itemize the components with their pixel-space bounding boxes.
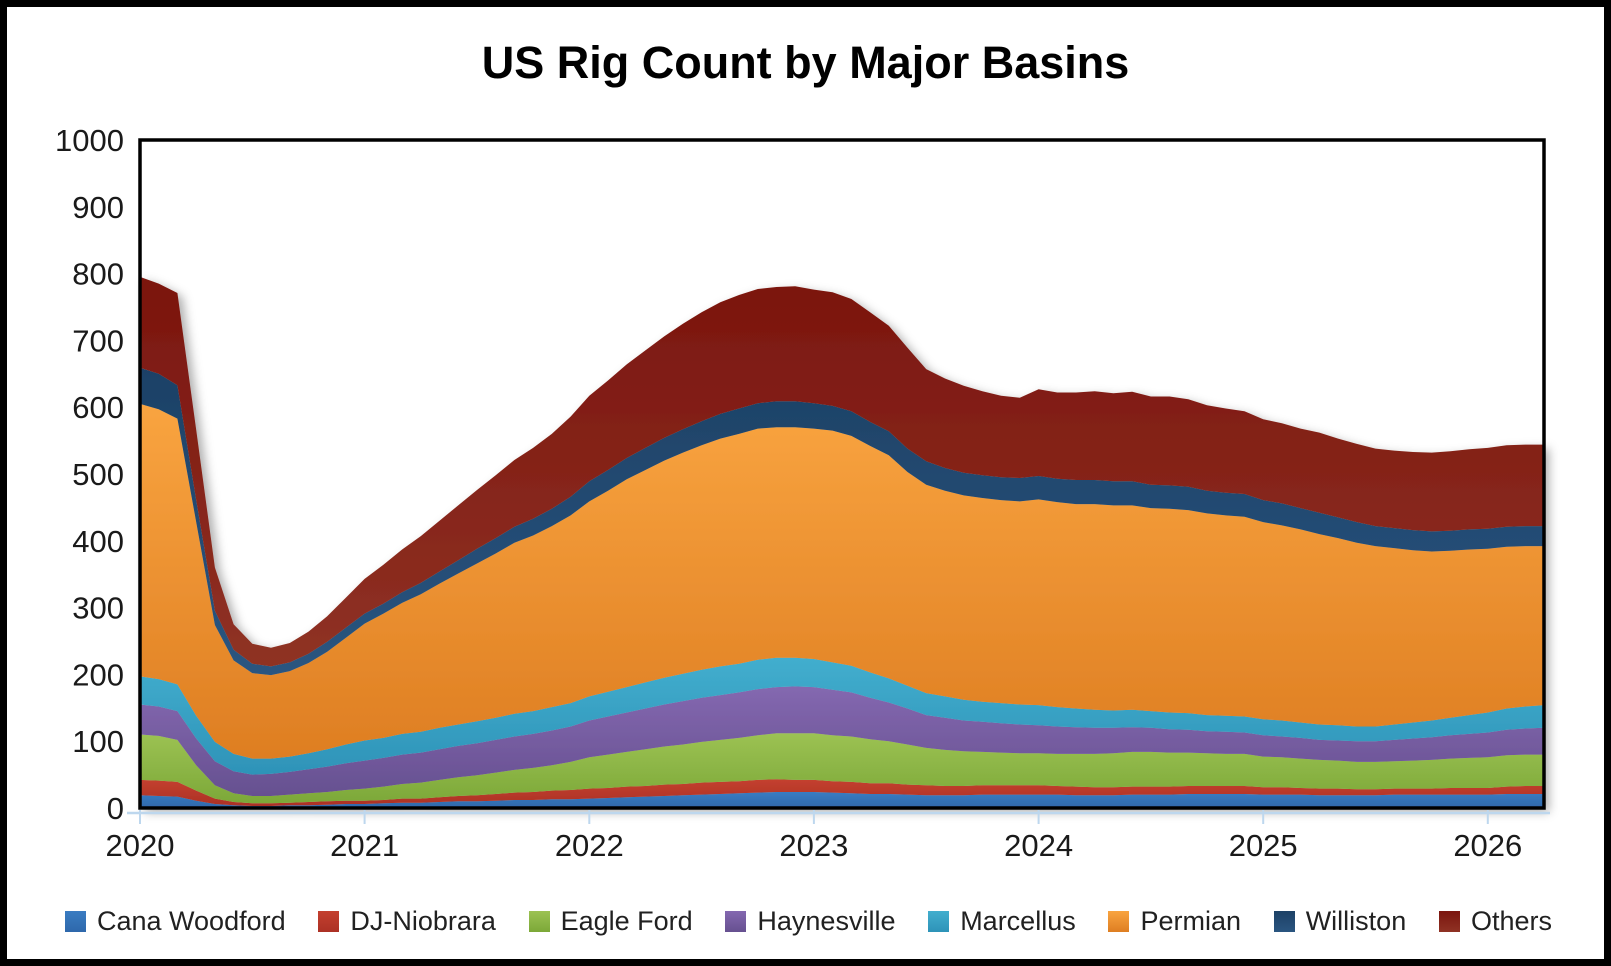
area-others [140, 276, 1544, 667]
y-tick-label: 300 [72, 591, 124, 626]
area-cana-woodford [140, 792, 1544, 808]
area-haynesville [140, 686, 1544, 796]
legend-label: Marcellus [960, 906, 1076, 936]
x-tick-label: 2025 [1229, 828, 1298, 863]
x-tick-label: 2023 [779, 828, 848, 863]
legend-label: Others [1470, 906, 1552, 936]
area-stack [140, 276, 1544, 808]
legend-swatch-eagle-ford [528, 911, 550, 932]
legend-swatch-cana-woodford [65, 911, 86, 932]
y-tick-label: 700 [72, 323, 124, 358]
legend-label: Haynesville [757, 906, 896, 936]
legend-item-cana-woodford: Cana Woodford [65, 906, 286, 937]
y-tick-label: 800 [72, 257, 124, 292]
y-tick-label: 400 [72, 524, 124, 559]
legend-swatch-haynesville [725, 911, 747, 932]
x-tick-label: 2026 [1453, 828, 1522, 863]
y-tick-label: 600 [72, 390, 124, 425]
x-tick-label: 2020 [106, 828, 175, 863]
x-tick-label: 2024 [1004, 828, 1073, 863]
y-tick-label: 200 [72, 657, 124, 692]
legend-swatch-permian [1108, 911, 1130, 932]
y-tick-label: 0 [107, 791, 124, 826]
y-tick-label: 900 [72, 190, 124, 225]
chart-title: US Rig Count by Major Basins [481, 37, 1130, 88]
legend-item-others: Others [1438, 906, 1552, 937]
stacked-area-chart: 2020 2021 2022 2023 2024 2025 2026 0 100 200 300 40… [55, 123, 1550, 863]
x-tick-label: 2021 [330, 828, 399, 863]
chart-legend: Cana Woodford DJ-Niobrara Eagle Ford Haynes… [7, 906, 1604, 937]
legend-item-dj-niobrara: DJ-Niobrara [318, 906, 496, 937]
legend-label: DJ-Niobrara [350, 906, 496, 936]
legend-label: Williston [1305, 906, 1407, 936]
area-eagle-ford [140, 733, 1544, 804]
y-tick-label: 500 [72, 457, 124, 492]
legend-swatch-marcellus [928, 911, 950, 932]
legend-item-permian: Permian [1108, 906, 1241, 937]
y-tick-label: 1000 [55, 123, 124, 158]
legend-label: Eagle Ford [560, 906, 693, 936]
legend-swatch-dj-niobrara [318, 911, 340, 932]
x-tick-label: 2022 [555, 828, 624, 863]
area-williston [140, 367, 1544, 676]
plot-border [138, 138, 1546, 810]
area-dj-niobrara [140, 779, 1544, 806]
area-permian [140, 403, 1544, 759]
legend-item-haynesville: Haynesville [725, 906, 895, 937]
legend-swatch-williston [1273, 911, 1295, 932]
y-tick-label: 100 [72, 724, 124, 759]
legend-item-eagle-ford: Eagle Ford [528, 906, 693, 937]
legend-label: Cana Woodford [97, 906, 286, 936]
legend-label: Permian [1140, 906, 1241, 936]
legend-swatch-others [1438, 911, 1460, 932]
legend-item-marcellus: Marcellus [928, 906, 1076, 937]
area-marcellus [140, 657, 1544, 775]
legend-item-williston: Williston [1273, 906, 1407, 937]
